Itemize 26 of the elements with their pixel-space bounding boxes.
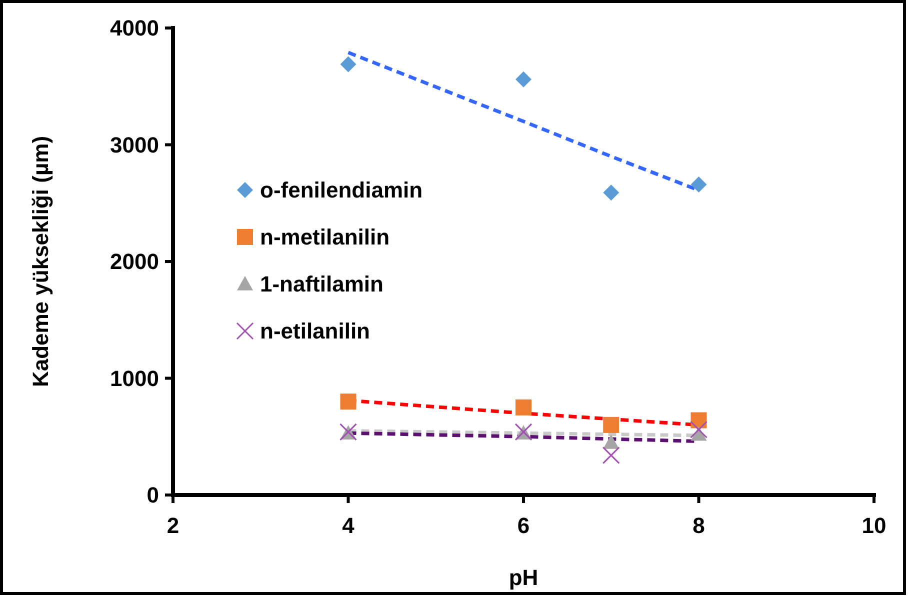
- point: [603, 416, 620, 433]
- point: [516, 71, 532, 88]
- point: [340, 394, 356, 410]
- x-tick-label: 8: [692, 513, 705, 538]
- point: [690, 420, 708, 438]
- y-tick-label: 4000: [110, 16, 159, 41]
- x-axis-title: pH: [508, 565, 538, 590]
- x-tick-label: 4: [342, 513, 356, 538]
- legend-label: 1-naftilamin: [260, 272, 384, 297]
- legend-label: n-metilanilin: [260, 224, 390, 250]
- point: [603, 434, 620, 449]
- y-tick-label: 1000: [110, 366, 159, 391]
- point: [602, 446, 620, 464]
- point: [340, 56, 356, 72]
- point: [690, 176, 707, 192]
- y-axis-title: Kademe yüksekliği (µm): [28, 136, 53, 388]
- y-tick-label: 3000: [110, 132, 159, 158]
- y-tick-label: 0: [146, 482, 159, 508]
- x-tick-label: 6: [517, 513, 530, 538]
- point: [603, 184, 620, 201]
- y-tick-label: 2000: [110, 249, 159, 274]
- legend-label: n-etilanilin: [260, 318, 370, 344]
- x-tick-label: 10: [862, 513, 886, 538]
- point: [516, 399, 532, 416]
- x-tick-label: 2: [166, 513, 180, 538]
- legend-label: o-fenilendiamin: [260, 178, 423, 203]
